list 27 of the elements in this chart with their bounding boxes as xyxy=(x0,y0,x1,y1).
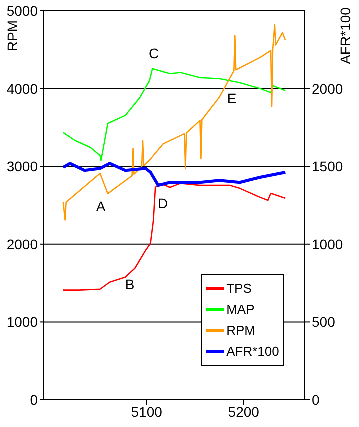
annotation: E xyxy=(227,90,237,107)
y2-tick-label: 1500 xyxy=(312,158,344,175)
y-tick-label: 1000 xyxy=(6,314,38,330)
line-series xyxy=(62,68,286,162)
y-axis-title: RPM xyxy=(4,20,21,52)
legend-label: RPM xyxy=(226,322,256,340)
y2-tick-label: 0 xyxy=(312,392,320,408)
annotation: A xyxy=(96,198,106,215)
y-tick-label: 3000 xyxy=(6,158,38,175)
legend-label: TPS xyxy=(226,280,252,298)
legend-label: MAP xyxy=(226,301,255,319)
y-tick-label: 0 xyxy=(30,392,38,408)
legend-label: AFR*100 xyxy=(226,343,280,361)
y2-axis-title: AFR*100 xyxy=(338,7,354,64)
y-tick-label: 5000 xyxy=(6,2,38,19)
y2-tick-label: 2000 xyxy=(312,80,344,97)
x-tick-label: 5200 xyxy=(228,404,260,420)
y2-tick-label: 500 xyxy=(312,314,336,330)
y2-tick-label: 1000 xyxy=(312,236,344,252)
x-tick-label: 5100 xyxy=(131,404,163,420)
annotation: D xyxy=(158,196,168,212)
y-tick-label: 2000 xyxy=(6,236,38,252)
line-series xyxy=(62,162,288,188)
line-series xyxy=(62,24,286,221)
annotation: C xyxy=(148,46,160,62)
annotation: B xyxy=(125,276,135,293)
y-tick-label: 4000 xyxy=(6,80,38,97)
